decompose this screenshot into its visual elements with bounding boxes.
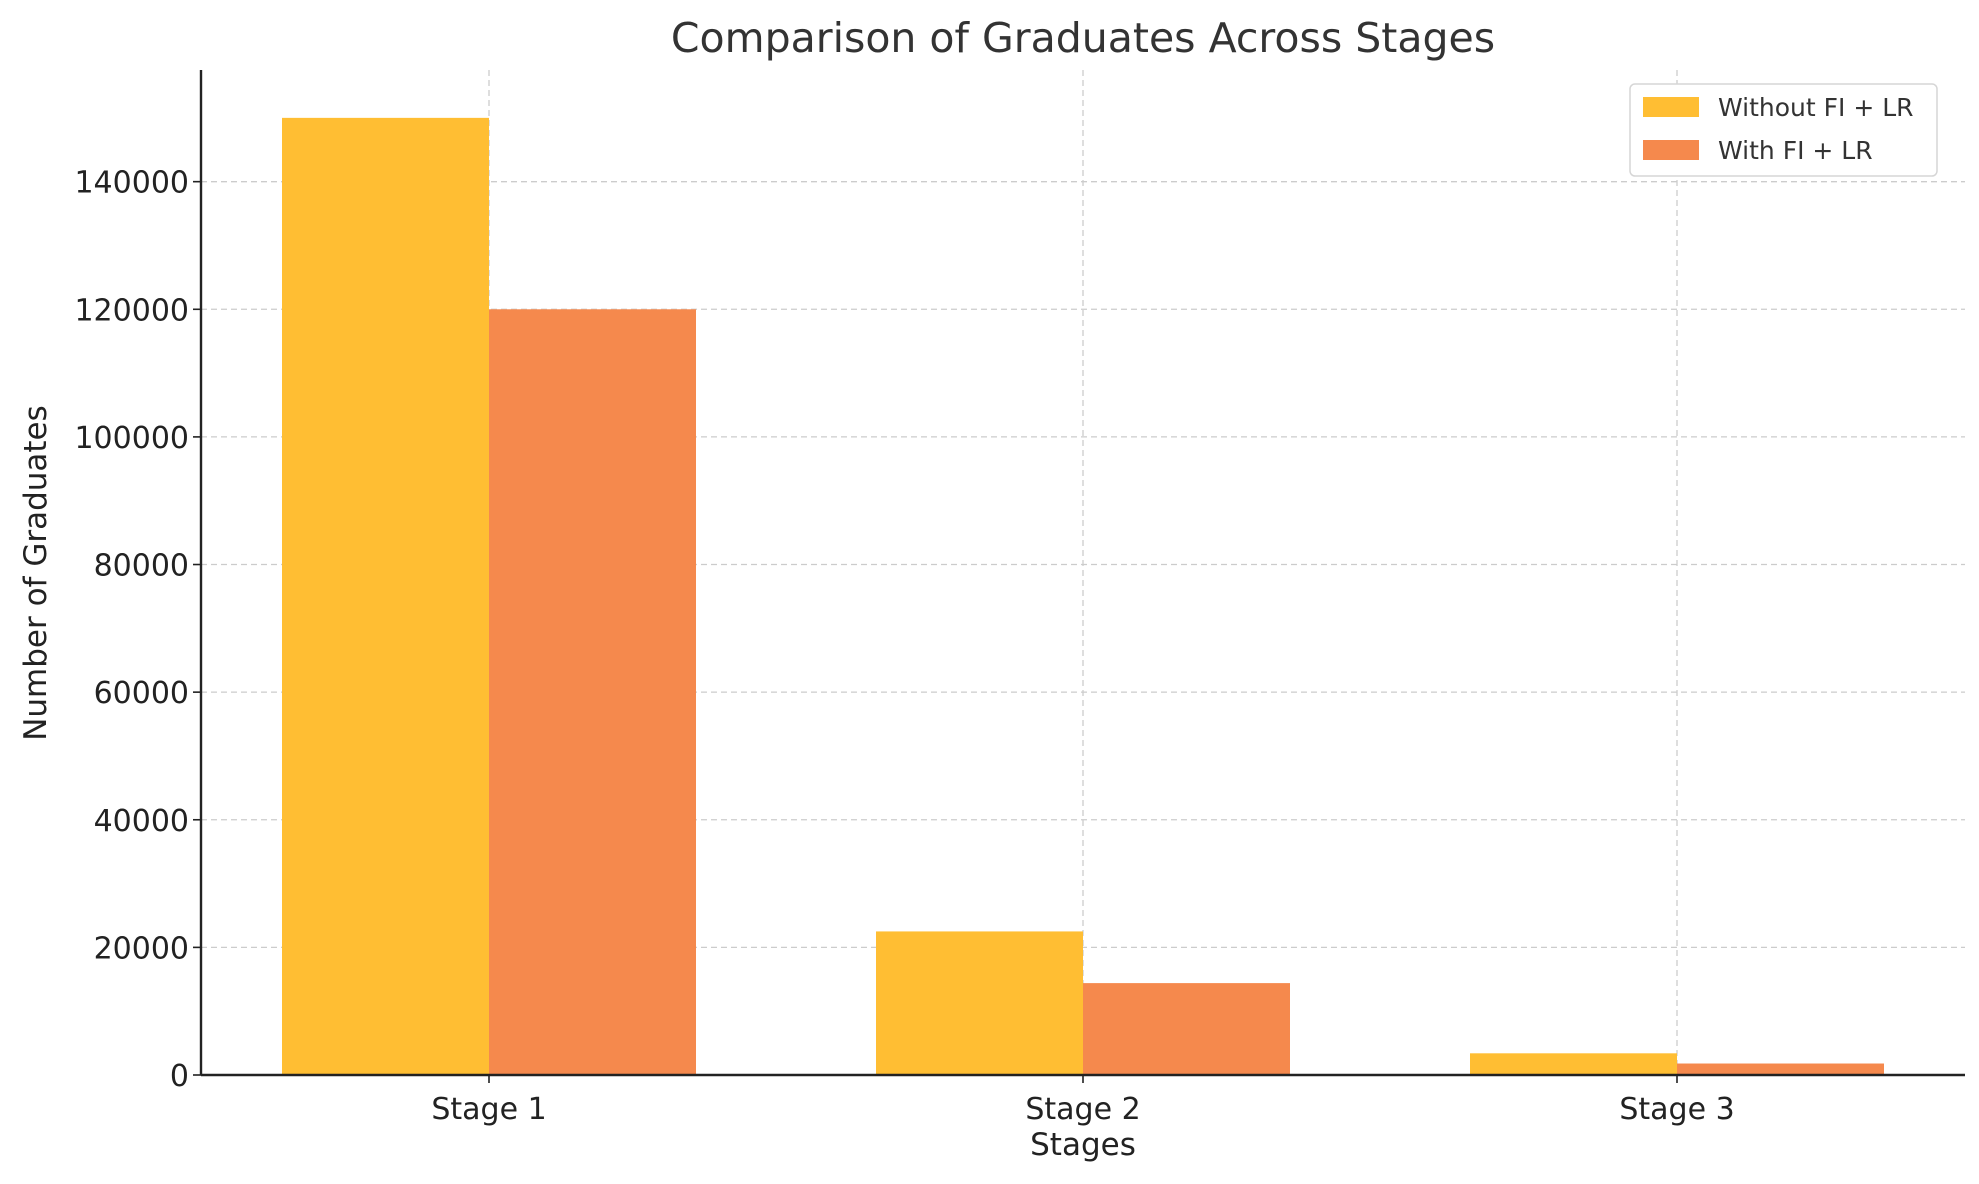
legend: Without FI + LR With FI + LR — [1629, 83, 1938, 177]
bar — [1677, 1063, 1884, 1075]
y-axis-label: Number of Graduates — [18, 405, 54, 741]
y-tick-label: 80000 — [94, 549, 189, 584]
ticks: 0 20000 40000 60000 80000 100000 120000 140000 S… — [74, 166, 1734, 1127]
bar — [489, 309, 696, 1075]
chart-title: Comparison of Graduates Across Stages — [671, 14, 1495, 62]
bar — [1083, 983, 1290, 1075]
y-tick-label: 20000 — [94, 931, 189, 966]
bars — [282, 117, 1884, 1076]
x-tick-label: Stage 2 — [1025, 1092, 1140, 1127]
legend-swatch-with-fi-lr — [1643, 140, 1699, 160]
bar — [876, 931, 1083, 1075]
y-tick-label: 60000 — [94, 676, 189, 711]
y-tick-label: 0 — [170, 1059, 189, 1094]
legend-label-without-fi-lr: Without FI + LR — [1718, 93, 1914, 122]
x-tick-label: Stage 1 — [431, 1092, 546, 1127]
y-tick-label: 100000 — [74, 421, 189, 456]
legend-label-with-fi-lr: With FI + LR — [1718, 136, 1873, 165]
bar — [1470, 1053, 1677, 1075]
y-tick-label: 40000 — [94, 804, 189, 839]
bar — [282, 117, 489, 1076]
legend-swatch-without-fi-lr — [1643, 97, 1699, 117]
y-tick-label: 120000 — [74, 293, 189, 328]
y-tick-label: 140000 — [74, 166, 189, 201]
x-axis-label: Stages — [1030, 1127, 1136, 1163]
x-tick-label: Stage 3 — [1619, 1092, 1734, 1127]
legend-frame — [1629, 83, 1938, 177]
